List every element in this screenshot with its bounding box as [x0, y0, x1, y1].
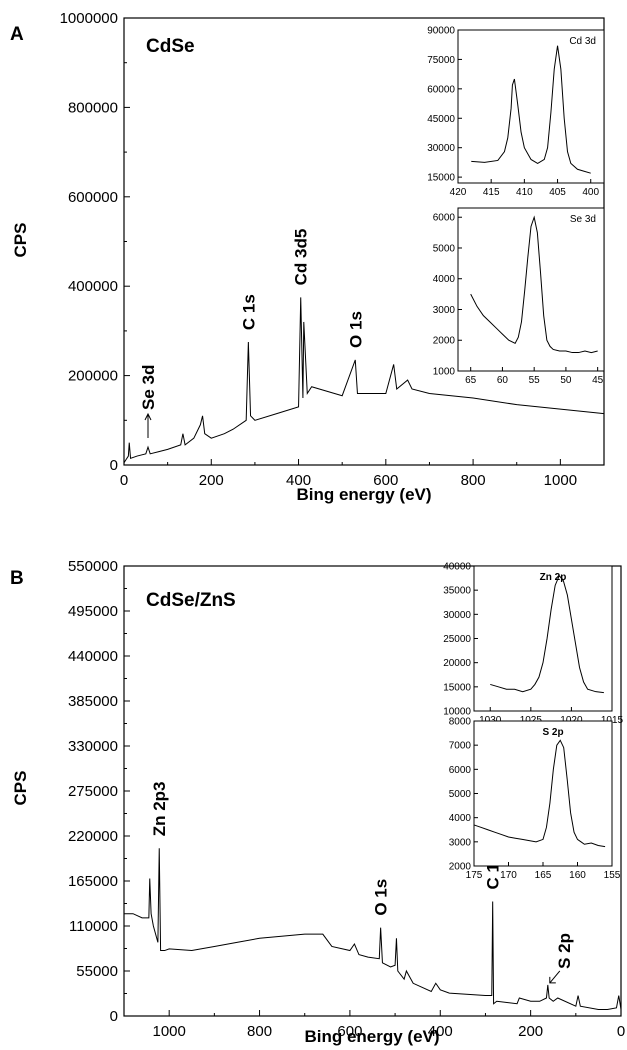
inset-y-tick-label: 25000: [443, 634, 471, 645]
inset-x-tick-label: 175: [466, 870, 483, 881]
peak-label: Se 3d: [139, 365, 158, 410]
inset-y-tick-label: 7000: [449, 741, 472, 752]
y-tick-label: 330000: [68, 738, 118, 755]
y-tick-label: 800000: [68, 99, 118, 116]
inset-y-tick-label: 60000: [427, 84, 455, 95]
inset-y-tick-label: 90000: [427, 26, 455, 37]
x-tick-label: 0: [617, 1023, 625, 1040]
inset-x-tick-label: 155: [604, 870, 621, 881]
inset-frame: [474, 566, 612, 711]
peak-label: O 1s: [346, 311, 365, 348]
inset-title: Cd 3d: [569, 36, 596, 47]
y-tick-label: 440000: [68, 648, 118, 665]
x-axis-title: Bing energy (eV): [296, 485, 431, 504]
inset-zn-2p: 1000015000200002500030000350004000010301…: [443, 562, 623, 727]
panel-b: 0 55000 110000 165000 220000 275000 330000 3850…: [10, 558, 625, 1046]
inset-y-tick-label: 5000: [433, 243, 456, 254]
peak-label: Zn 2p3: [150, 781, 169, 836]
inset-se-3d: 1000 2000 3000 4000 5000 6000 65 60 55 50 45 Se 3d: [433, 208, 604, 386]
inset-y-tick-label: 4000: [433, 274, 456, 285]
peak-label: S 2p: [555, 933, 574, 969]
y-tick-label: 385000: [68, 693, 118, 710]
inset-y-tick-label: 15000: [443, 682, 471, 693]
x-tick-label: 800: [247, 1023, 272, 1040]
peak-label: Cd 3d5: [292, 229, 311, 286]
y-tick-label: 275000: [68, 783, 118, 800]
panel-label: A: [10, 24, 24, 45]
inset-y-tick-label: 2000: [433, 336, 456, 347]
inset-x-tick-label: 50: [560, 375, 572, 386]
annotation-arrow: [550, 971, 560, 983]
y-tick-label: 165000: [68, 873, 118, 890]
inset-x-tick-label: 60: [497, 375, 509, 386]
y-tick-label: 600000: [68, 189, 118, 206]
x-tick-label: 1000: [544, 472, 577, 489]
inset-x-tick-label: 45: [592, 375, 604, 386]
y-tick-label: 55000: [76, 963, 118, 980]
y-tick-label: 0: [110, 457, 118, 474]
inset-frame: [458, 208, 604, 371]
inset-y-tick-label: 30000: [427, 143, 455, 154]
panel-label: B: [10, 568, 24, 589]
x-tick-label: 200: [199, 472, 224, 489]
inset-x-tick-label: 165: [535, 870, 552, 881]
y-tick-label: 400000: [68, 278, 118, 295]
inset-y-tick-label: 5000: [449, 789, 472, 800]
y-tick-label: 0: [110, 1008, 118, 1025]
inset-x-tick-label: 55: [529, 375, 541, 386]
inset-y-tick-label: 3000: [449, 837, 472, 848]
panel-a: 0 200000 400000 600000 800000 1000000 0 200 400 6…: [10, 10, 604, 504]
inset-y-tick-label: 3000: [433, 305, 456, 316]
peak-label: O 1s: [372, 879, 391, 916]
inset-title: Zn 2p: [540, 572, 567, 583]
inset-y-tick-label: 6000: [433, 213, 456, 224]
inset-y-tick-label: 35000: [443, 586, 471, 597]
inset-x-tick-label: 65: [465, 375, 477, 386]
inset-title: Se 3d: [570, 214, 596, 225]
x-axis-title: Bing energy (eV): [304, 1027, 439, 1046]
inset-y-tick-label: 75000: [427, 55, 455, 66]
inset-x-tick-label: 400: [582, 187, 599, 198]
inset-y-tick-label: 30000: [443, 610, 471, 621]
x-tick-label: 1000: [152, 1023, 185, 1040]
inset-title: S 2p: [542, 727, 563, 738]
y-tick-label: 200000: [68, 368, 118, 385]
inset-x-tick-label: 160: [569, 870, 586, 881]
inset-x-tick-label: 405: [549, 187, 566, 198]
inset-y-tick-label: 8000: [449, 717, 472, 728]
x-tick-label: 0: [120, 472, 128, 489]
inset-y-tick-label: 6000: [449, 765, 472, 776]
inset-s-2p: 2000 3000 4000 5000 6000 7000 8000 175 170 165 160…: [449, 717, 621, 882]
chart-title: CdSe: [146, 36, 195, 57]
inset-y-tick-label: 45000: [427, 114, 455, 125]
peak-label: C 1s: [239, 294, 258, 330]
inset-x-tick-label: 415: [483, 187, 500, 198]
inset-y-tick-label: 40000: [443, 562, 471, 573]
inset-y-tick-label: 15000: [427, 173, 455, 184]
inset-y-tick-label: 20000: [443, 658, 471, 669]
y-tick-label: 220000: [68, 828, 118, 845]
y-tick-label: 110000: [69, 918, 118, 935]
inset-y-tick-label: 1000: [433, 367, 456, 378]
chart-title: CdSe/ZnS: [146, 590, 236, 611]
inset-frame: [474, 721, 612, 866]
y-tick-label: 1000000: [60, 10, 118, 27]
inset-x-tick-label: 420: [450, 187, 467, 198]
y-tick-label: 495000: [68, 603, 118, 620]
inset-cd-3d: 15000 30000 45000 60000 75000 90000 420 415 410 4…: [427, 26, 604, 199]
x-tick-label: 800: [461, 472, 486, 489]
x-tick-label: 200: [518, 1023, 543, 1040]
y-axis-title: CPS: [11, 771, 30, 806]
y-axis-title: CPS: [11, 223, 30, 258]
inset-frame: [458, 30, 604, 183]
y-tick-label: 550000: [68, 558, 118, 575]
inset-x-tick-label: 410: [516, 187, 533, 198]
inset-x-tick-label: 170: [500, 870, 517, 881]
inset-y-tick-label: 4000: [449, 813, 472, 824]
